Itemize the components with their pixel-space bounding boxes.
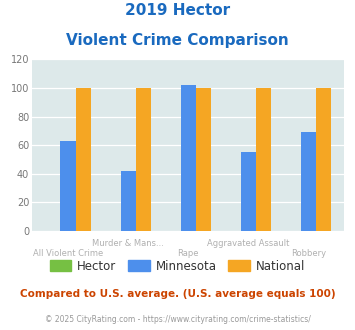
Bar: [196, 88, 211, 231]
Bar: [181, 85, 196, 231]
Bar: [76, 88, 91, 231]
Bar: [121, 171, 136, 231]
Legend: Hector, Minnesota, National: Hector, Minnesota, National: [45, 255, 310, 278]
Text: 2019 Hector: 2019 Hector: [125, 3, 230, 18]
Text: © 2025 CityRating.com - https://www.cityrating.com/crime-statistics/: © 2025 CityRating.com - https://www.city…: [45, 315, 310, 324]
Text: All Violent Crime: All Violent Crime: [33, 249, 103, 258]
Text: Rape: Rape: [178, 249, 199, 258]
Text: Robbery: Robbery: [291, 249, 326, 258]
Bar: [316, 88, 331, 231]
Text: Murder & Mans...: Murder & Mans...: [92, 239, 164, 248]
Text: Aggravated Assault: Aggravated Assault: [207, 239, 289, 248]
Bar: [241, 152, 256, 231]
Bar: [256, 88, 271, 231]
Text: Compared to U.S. average. (U.S. average equals 100): Compared to U.S. average. (U.S. average …: [20, 289, 335, 299]
Bar: [60, 141, 76, 231]
Text: Violent Crime Comparison: Violent Crime Comparison: [66, 33, 289, 48]
Bar: [301, 132, 316, 231]
Bar: [136, 88, 151, 231]
